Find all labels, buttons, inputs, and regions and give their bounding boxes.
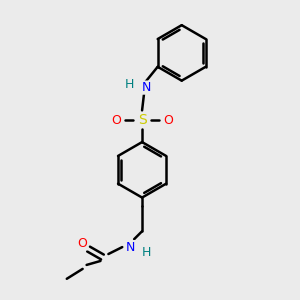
Text: H: H xyxy=(141,245,151,259)
Text: N: N xyxy=(141,81,151,94)
Text: O: O xyxy=(78,237,88,250)
Text: O: O xyxy=(111,114,121,127)
Text: N: N xyxy=(125,241,135,254)
Text: S: S xyxy=(138,113,146,127)
Text: H: H xyxy=(124,78,134,91)
Text: O: O xyxy=(163,114,173,127)
